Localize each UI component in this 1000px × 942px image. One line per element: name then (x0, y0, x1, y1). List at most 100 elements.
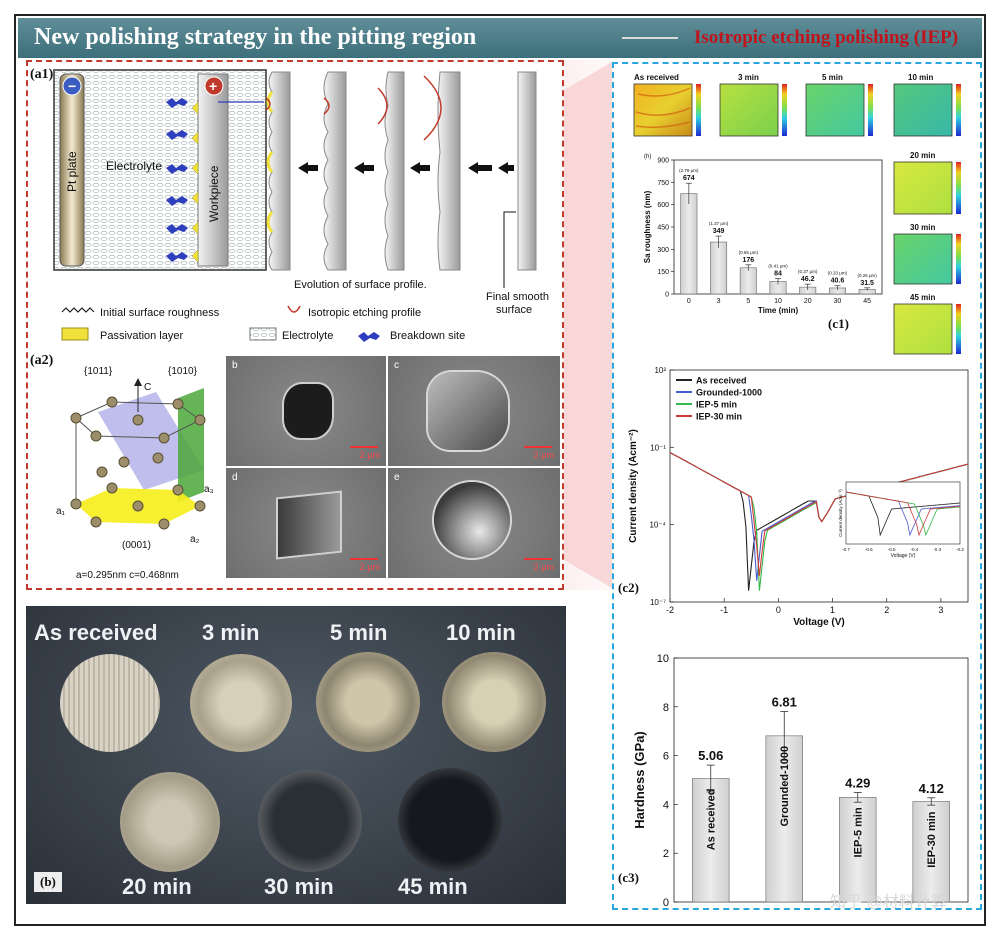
c2-inset-xtick-4: -0.3 (933, 547, 941, 552)
sem-image-b: b 2 μm (226, 356, 386, 466)
map-title-3: 10 min (908, 73, 933, 82)
c3-bar-1 (765, 735, 803, 903)
roughness-map-0 (633, 83, 701, 137)
sample-disc-6 (398, 768, 502, 872)
sample-caption-0: As received (34, 620, 158, 645)
c-axis-label: C (144, 382, 151, 393)
c2-inset-xtick-3: -0.4 (911, 547, 919, 552)
sem-tag-d: d (232, 472, 238, 483)
c1-top-label-1: (1.37 μm) (709, 221, 729, 226)
roughness-chart: 0 150 300 450 600 750 900 674 (2.79 μm) 0 349 (1.37… (643, 158, 883, 315)
panel-b-label: (b) (34, 872, 62, 892)
c1-value-label-4: 46.2 (801, 276, 815, 283)
roughness-map-4 (893, 161, 961, 215)
sample-caption-3: 10 min (446, 620, 516, 645)
breakdown-sites (166, 98, 188, 262)
c2-legend-label-3: IEP-30 min (696, 412, 742, 422)
c2-inset-frame (845, 481, 961, 545)
pt-plate-rod (59, 73, 85, 267)
c1-ytick-label-5: 750 (657, 180, 669, 187)
plus-sign: + (209, 78, 217, 94)
legend-electrolyte: Electrolyte (282, 330, 333, 342)
panel-a-box: (a1) Pt plate − Electrolyte Workpiece + (26, 60, 564, 590)
sample-caption-1: 3 min (202, 620, 260, 645)
sample-disc-5 (258, 770, 362, 872)
sem-tag-c: c (394, 360, 399, 371)
c1-sub-h: (h) (644, 154, 651, 160)
c3-category-0: As received (706, 789, 718, 851)
header-banner: New polishing strategy in the pitting re… (18, 18, 982, 58)
final-smooth-caption-2: surface (496, 304, 532, 316)
c3-bar-0 (692, 778, 730, 903)
c3-ytick-label-0: 0 (663, 897, 669, 908)
c1-ytick-label-3: 450 (657, 225, 669, 232)
map-title-2: 5 min (822, 73, 843, 82)
electrolyte-legend-icon (249, 327, 277, 341)
evolution-caption: Evolution of surface profile. (294, 279, 427, 291)
c2-xtick-label-0: -2 (666, 605, 674, 615)
c3-ytick-label-3: 6 (663, 751, 669, 763)
roughness-map-2 (805, 83, 873, 137)
panel-a-canvas: (a1) Pt plate − Electrolyte Workpiece + (30, 67, 549, 581)
roughness-map-3 (893, 83, 961, 137)
roughness-map-5 (893, 233, 961, 285)
cathode-sign (62, 76, 82, 96)
c3-value-label-0: 5.06 (698, 748, 723, 763)
c3-value-label-1: 6.81 (772, 694, 797, 709)
map-title-1: 3 min (738, 73, 759, 82)
c3-value-label-2: 4.29 (845, 775, 870, 790)
scale-text-b: 2 μm (359, 450, 380, 460)
c2-xtick-label-3: 1 (830, 605, 835, 615)
a2-axis-label: a₂ (190, 534, 200, 545)
sample-caption-2: 5 min (330, 620, 388, 645)
legend-etching: Isotropic etching profile (308, 307, 421, 319)
panel-a2-label: (a2) (30, 353, 54, 368)
c2-legend-label-1: Grounded-1000 (696, 388, 762, 398)
c1-category-6: 45 (863, 298, 871, 305)
a1-axis-label: a₁ (56, 506, 66, 517)
sample-caption-5: 30 min (264, 874, 334, 899)
final-pointer (503, 211, 516, 288)
polarization-chart: 10² 10⁻¹ 10⁻⁴ 10⁻⁷-2 -1 0 1 2 3 Voltage (V) Curren… (628, 366, 969, 628)
c1-value-label-1: 349 (713, 228, 725, 235)
c2-xtick-label-5: 3 (938, 605, 943, 615)
map-side-title-1: 30 min (910, 223, 935, 232)
electrolyte-label: Electrolyte (106, 159, 162, 173)
c1-value-label-2: 176 (742, 257, 754, 264)
c1-bar-0 (680, 193, 698, 295)
c2-plot-frame (669, 369, 969, 603)
sem-image-d: d 2 μm (226, 468, 386, 578)
c2-xtick-label-1: -1 (720, 605, 728, 615)
c1-category-4: 20 (804, 298, 812, 305)
sem-pit-c (428, 372, 508, 450)
etching-legend-icon (287, 305, 301, 313)
c3-ylabel: Hardness (GPa) (632, 731, 647, 829)
sample-disc-4 (120, 772, 220, 872)
c2-ylabel: Current density (Acm⁻²) (628, 429, 639, 543)
c1-category-2: 5 (746, 298, 750, 305)
electrolytic-cell (53, 69, 267, 271)
scale-text-e: 2 μm (533, 562, 554, 572)
c3-bar-3 (912, 801, 950, 903)
sample-disc-3 (442, 652, 546, 752)
minus-sign: − (68, 78, 76, 94)
c1-category-5: 30 (834, 298, 842, 305)
panel-a1-label: (a1) (30, 67, 54, 82)
passivation-bumps (191, 101, 199, 263)
c1-category-3: 10 (774, 298, 782, 305)
c1-ytick-label-0: 0 (665, 292, 669, 299)
a3-axis-label: a₃ (204, 484, 214, 495)
sem-image-c: c 2 μm (388, 356, 560, 466)
c3-bar-2 (839, 797, 877, 903)
c2-inset-xtick-5: -0.2 (956, 547, 964, 552)
sem-pit-d (278, 492, 340, 558)
c2-ytick-label-3: 10⁻⁷ (650, 598, 666, 607)
c1-value-label-3: 84 (774, 271, 782, 278)
c3-value-label-3: 4.12 (919, 781, 944, 796)
sample-disc-1 (190, 654, 292, 752)
c1-ytick-label-6: 900 (657, 158, 669, 165)
anode-sign (204, 76, 224, 96)
c2-ytick-label-0: 10² (654, 366, 666, 375)
scale-bar-c (524, 446, 552, 448)
c2-legend-label-0: As received (696, 376, 747, 386)
